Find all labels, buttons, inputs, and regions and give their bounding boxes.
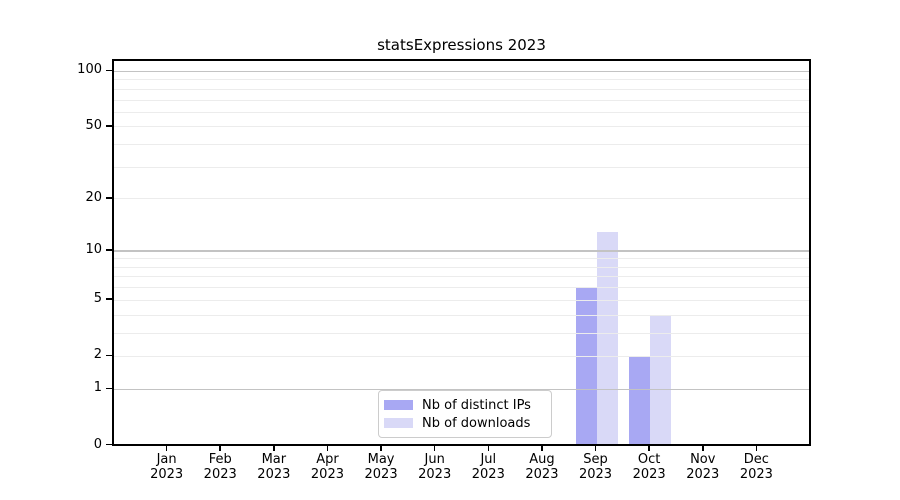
gridline-90 [114, 79, 809, 81]
x-tick-label: Apr 2023 [310, 452, 344, 482]
x-tick-label: Mar 2023 [257, 452, 291, 482]
x-tick [380, 444, 382, 451]
legend: Nb of distinct IPs Nb of downloads [378, 390, 552, 438]
y-tick [106, 354, 113, 357]
y-tick [106, 298, 113, 301]
y-tick-label: 1 [93, 380, 102, 396]
gridline-1 [114, 388, 809, 391]
x-tick-label: Jul 2023 [471, 452, 505, 482]
y-tick [106, 387, 113, 390]
y-tick-label: 10 [85, 242, 102, 258]
plot-area [112, 59, 811, 446]
y-tick [106, 196, 113, 199]
legend-swatch-distinct-ips [384, 400, 413, 410]
x-tick-label: Feb 2023 [203, 452, 237, 482]
gridline-40 [114, 144, 809, 146]
gridline-7 [114, 276, 809, 278]
x-tick [433, 444, 436, 451]
gridline-3 [114, 332, 809, 334]
x-tick [273, 444, 275, 451]
y-tick [106, 249, 113, 251]
x-tick [701, 444, 704, 451]
x-tick [219, 444, 222, 451]
y-tick-label: 2 [93, 347, 102, 363]
x-tick-label: Jun 2023 [418, 452, 452, 482]
y-tick-label: 50 [85, 117, 102, 133]
gridline-2 [114, 355, 809, 357]
y-tick [106, 125, 113, 127]
x-tick-label: Jan 2023 [150, 452, 184, 482]
x-tick [541, 444, 543, 451]
y-tick [106, 443, 113, 446]
legend-label-distinct-ips: Nb of distinct IPs [422, 397, 531, 413]
y-tick-label: 0 [93, 436, 102, 452]
x-tick-label: Sep 2023 [578, 452, 613, 482]
gridline-5 [114, 299, 809, 301]
gridline-20 [114, 198, 809, 200]
gridline-70 [114, 99, 809, 101]
grid-layer [114, 61, 809, 444]
bar-downloads-sep [596, 231, 618, 445]
gridline-60 [114, 111, 809, 113]
gridline-6 [114, 287, 809, 289]
x-tick-label: Aug 2023 [525, 452, 559, 482]
legend-label-downloads: Nb of downloads [422, 415, 531, 431]
gridline-4 [114, 314, 809, 316]
gridline-8 [114, 266, 809, 268]
x-tick-label: Oct 2023 [632, 452, 666, 482]
chart-title: statsExpressions 2023 [377, 36, 546, 54]
bar-downloads-oct [650, 315, 672, 445]
x-tick-label: Nov 2023 [686, 452, 720, 482]
x-tick [648, 444, 650, 451]
y-tick [106, 69, 113, 72]
x-tick [165, 444, 168, 451]
gridline-100 [114, 70, 809, 73]
y-tick-label: 100 [77, 62, 102, 78]
x-tick-label: Dec 2023 [739, 452, 773, 482]
legend-entry-downloads: Nb of downloads [384, 414, 545, 432]
x-tick [326, 444, 329, 451]
gridline-9 [114, 258, 809, 260]
gridline-80 [114, 88, 809, 90]
x-tick-label: May 2023 [364, 452, 398, 482]
x-tick [487, 444, 490, 451]
bars-layer [114, 61, 809, 445]
gridline-50 [114, 126, 809, 128]
bar-distinct-ips-oct [629, 356, 651, 445]
x-tick [755, 444, 758, 451]
bar-distinct-ips-sep [575, 287, 597, 445]
gridline-10 [114, 250, 809, 252]
x-tick [594, 444, 597, 451]
legend-entry-distinct-ips: Nb of distinct IPs [384, 396, 545, 414]
y-tick-label: 5 [93, 291, 102, 307]
y-tick-label: 20 [85, 189, 102, 205]
gridline-30 [114, 166, 809, 168]
legend-swatch-downloads [384, 418, 413, 428]
